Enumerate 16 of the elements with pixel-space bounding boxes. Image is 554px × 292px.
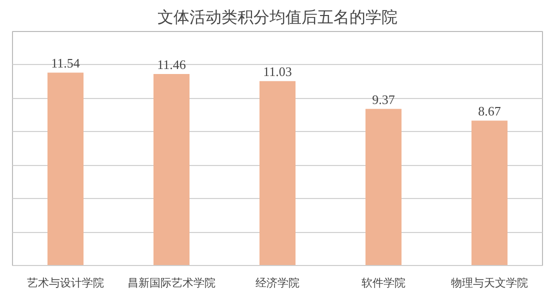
x-tick-label: 软件学院 [362,276,406,290]
bar [153,74,190,266]
x-tick-label: 物理与天文学院 [451,276,528,290]
data-label: 11.03 [263,64,292,80]
data-label: 9.37 [372,92,396,107]
bar [471,120,508,266]
data-label: 11.46 [157,56,186,72]
bar [365,108,402,266]
x-tick-label: 昌新国际艺术学院 [128,276,216,290]
bar [47,72,84,266]
x-tick-label: 经济学院 [256,276,300,290]
chart-title: 文体活动类积分均值后五名的学院 [158,8,398,26]
bar [259,81,296,266]
x-tick-label: 艺术与设计学院 [27,276,104,290]
data-label: 8.67 [478,104,502,119]
data-label: 11.54 [51,56,80,71]
